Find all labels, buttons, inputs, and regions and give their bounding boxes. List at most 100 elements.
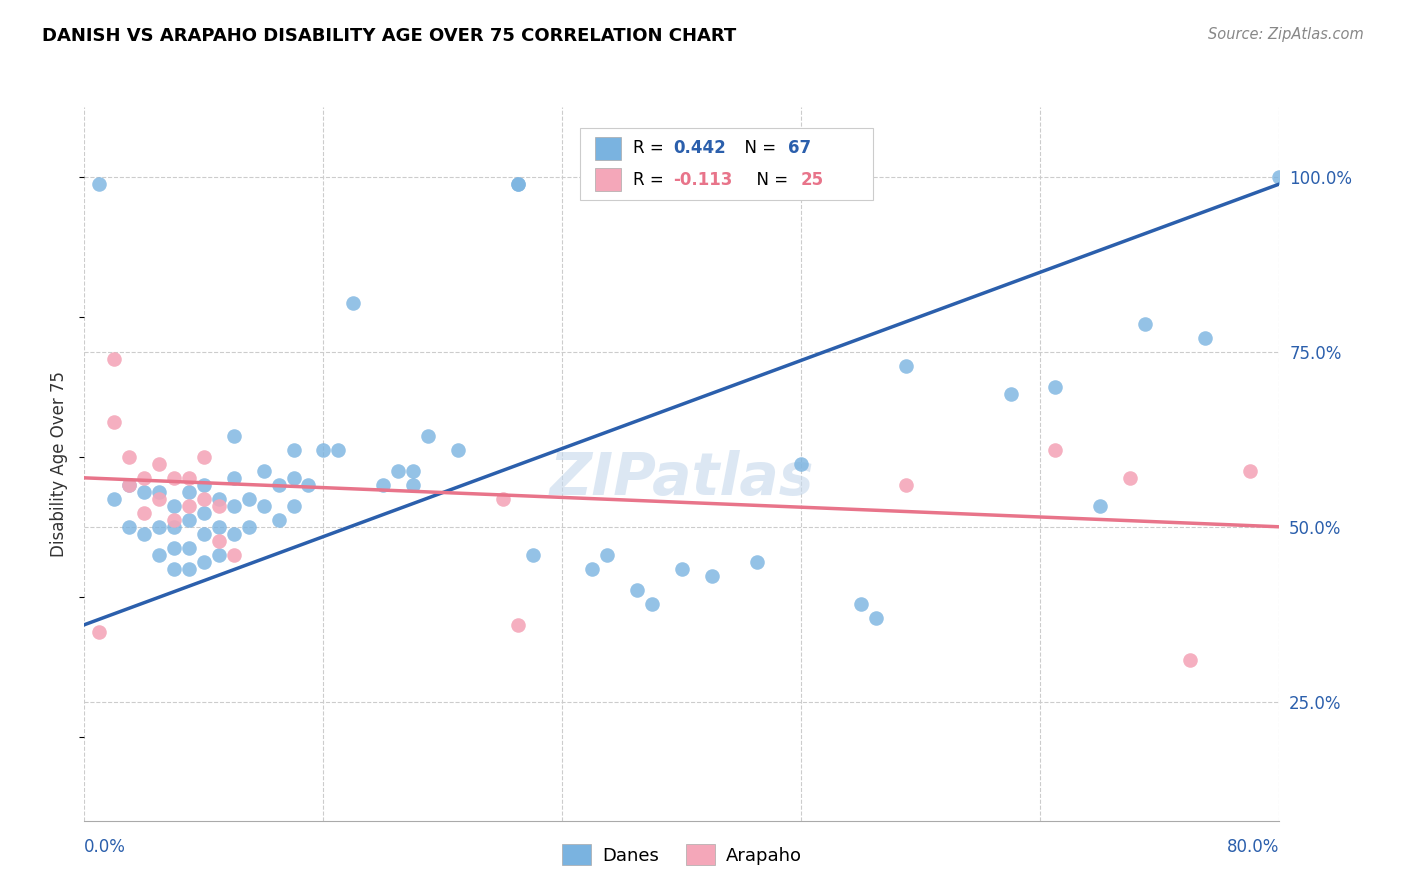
Point [267, 513, 290, 527]
Text: -0.113: -0.113 [673, 171, 733, 189]
Point [342, 296, 364, 310]
Point [447, 442, 470, 457]
Text: 67: 67 [789, 139, 811, 157]
Point [238, 491, 260, 506]
Point [118, 478, 141, 492]
Point [894, 478, 917, 492]
Point [193, 506, 215, 520]
Text: 25: 25 [800, 171, 824, 189]
Point [1239, 464, 1261, 478]
Text: 0.0%: 0.0% [84, 838, 127, 856]
Point [1000, 387, 1022, 401]
Text: DANISH VS ARAPAHO DISABILITY AGE OVER 75 CORRELATION CHART: DANISH VS ARAPAHO DISABILITY AGE OVER 75… [42, 27, 737, 45]
Point [193, 450, 215, 464]
Point [163, 499, 186, 513]
Point [894, 359, 917, 373]
Point [132, 506, 156, 520]
Point [177, 562, 200, 576]
Point [253, 464, 276, 478]
Point [132, 471, 156, 485]
Point [283, 499, 305, 513]
Point [253, 499, 276, 513]
FancyBboxPatch shape [595, 137, 621, 160]
Point [492, 491, 515, 506]
Point [103, 351, 125, 366]
Point [222, 526, 245, 541]
Point [700, 568, 723, 582]
Point [177, 484, 200, 499]
Point [745, 555, 768, 569]
Point [103, 491, 125, 506]
Point [177, 499, 200, 513]
Point [163, 520, 186, 534]
Point [387, 464, 409, 478]
Point [163, 471, 186, 485]
Point [103, 415, 125, 429]
Point [132, 484, 156, 499]
Point [177, 471, 200, 485]
Y-axis label: Disability Age Over 75: Disability Age Over 75 [51, 371, 69, 557]
Point [89, 177, 111, 191]
Point [1178, 653, 1201, 667]
Point [208, 520, 231, 534]
Point [1090, 499, 1112, 513]
Point [208, 548, 231, 562]
Point [849, 597, 872, 611]
Point [222, 471, 245, 485]
Point [148, 491, 170, 506]
Point [506, 617, 529, 632]
Point [596, 548, 619, 562]
Point [148, 520, 170, 534]
Point [506, 177, 529, 191]
Text: N =: N = [747, 171, 794, 189]
Point [1045, 380, 1067, 394]
Point [208, 533, 231, 548]
Text: R =: R = [633, 171, 669, 189]
Point [1133, 317, 1156, 331]
Point [581, 562, 603, 576]
Point [1119, 471, 1142, 485]
Point [177, 513, 200, 527]
Point [118, 478, 141, 492]
Point [177, 541, 200, 555]
Text: 80.0%: 80.0% [1227, 838, 1279, 856]
Point [163, 562, 186, 576]
Point [148, 484, 170, 499]
FancyBboxPatch shape [595, 169, 621, 191]
Point [506, 177, 529, 191]
Point [416, 429, 439, 443]
FancyBboxPatch shape [581, 128, 873, 200]
Point [1268, 169, 1291, 184]
Point [89, 624, 111, 639]
Point [626, 582, 648, 597]
Point [297, 478, 319, 492]
Text: R =: R = [633, 139, 669, 157]
Point [222, 548, 245, 562]
Point [267, 478, 290, 492]
Point [148, 457, 170, 471]
Point [865, 611, 887, 625]
Point [208, 491, 231, 506]
Point [193, 555, 215, 569]
Point [238, 520, 260, 534]
Point [208, 499, 231, 513]
Point [193, 491, 215, 506]
Point [671, 562, 693, 576]
Point [132, 526, 156, 541]
Point [118, 450, 141, 464]
Text: N =: N = [734, 139, 782, 157]
Point [402, 464, 425, 478]
Point [371, 478, 394, 492]
Text: ZIPatlas: ZIPatlas [550, 450, 814, 507]
Point [163, 541, 186, 555]
Point [328, 442, 350, 457]
Point [402, 478, 425, 492]
Text: 0.442: 0.442 [673, 139, 727, 157]
Point [148, 548, 170, 562]
Point [641, 597, 664, 611]
Text: Source: ZipAtlas.com: Source: ZipAtlas.com [1208, 27, 1364, 42]
Point [118, 520, 141, 534]
Point [283, 442, 305, 457]
Point [283, 471, 305, 485]
Point [193, 478, 215, 492]
